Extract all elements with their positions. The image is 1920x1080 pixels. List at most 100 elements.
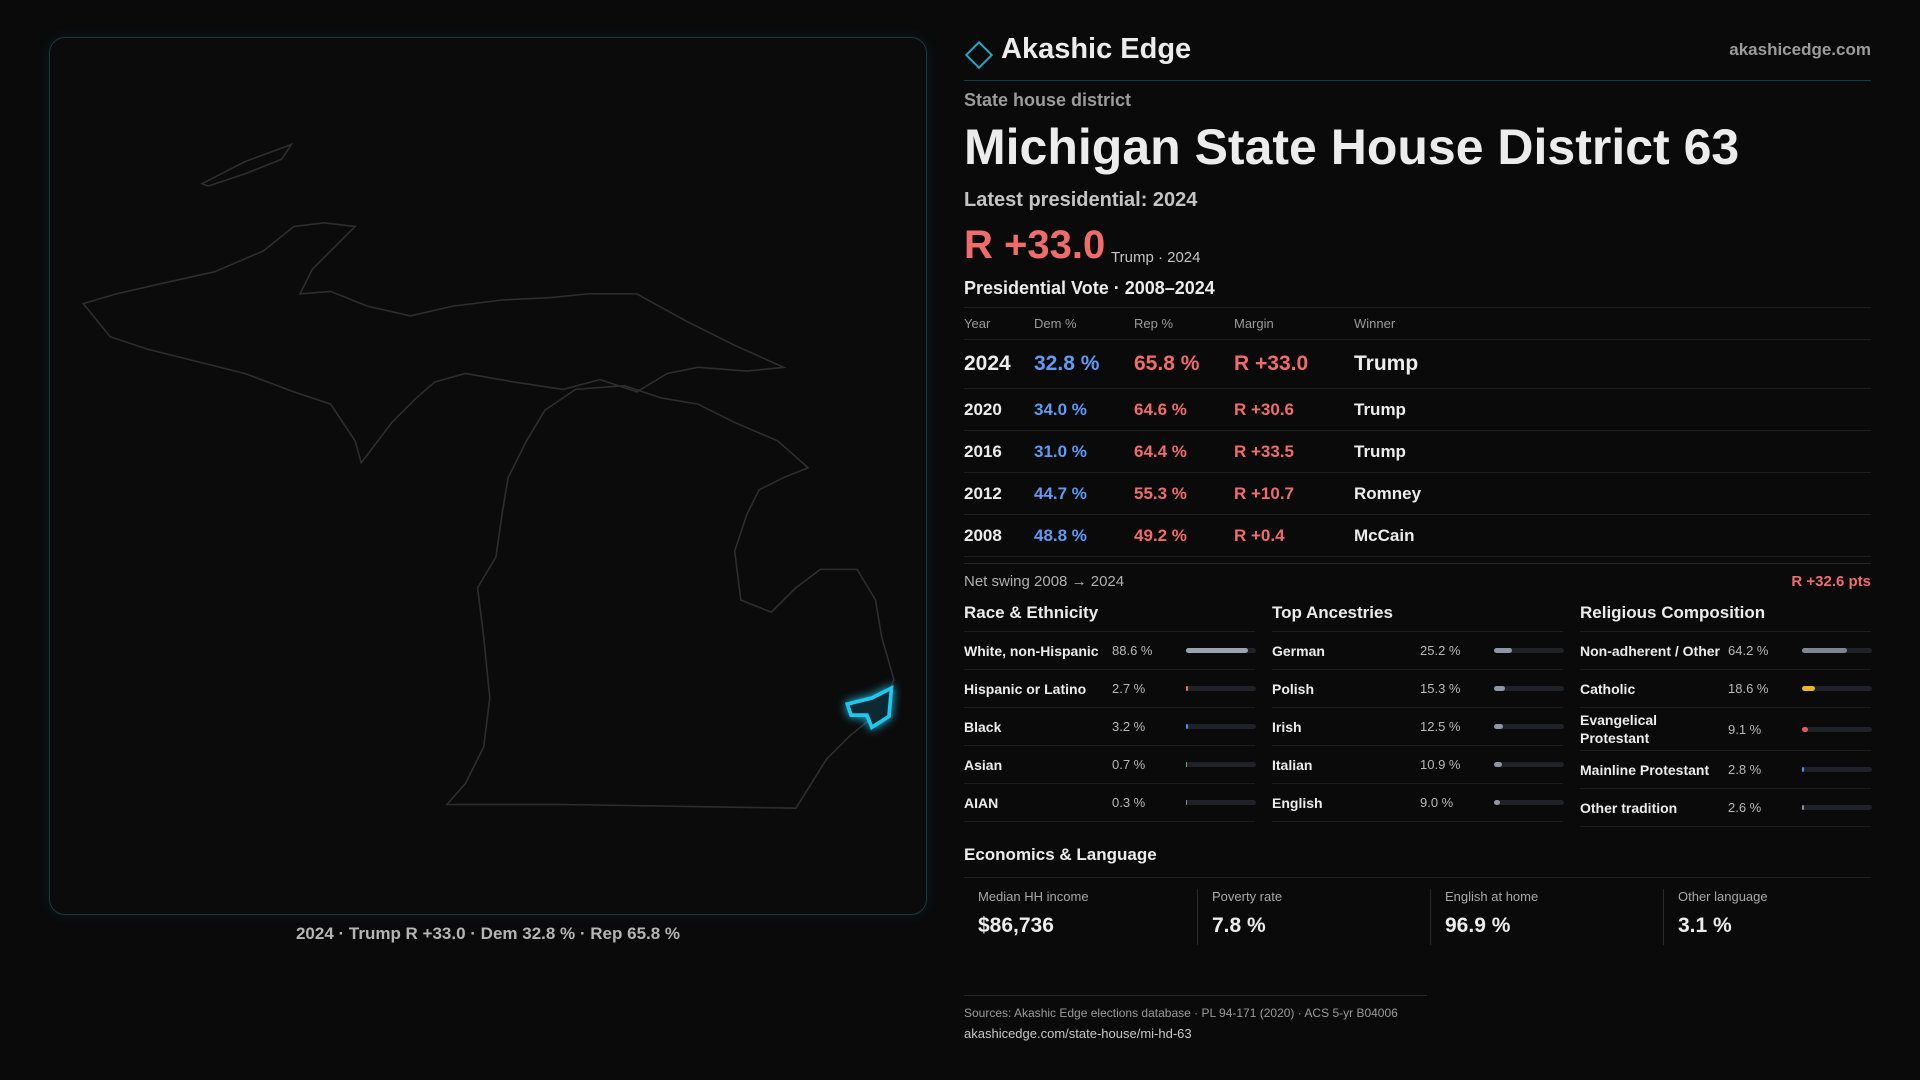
section-row: Mainline Protestant 2.8 % [1580, 751, 1872, 789]
row-label: Asian [964, 756, 1003, 773]
divider [964, 80, 1871, 81]
row-label: Irish [1272, 718, 1302, 735]
row-label: German [1272, 642, 1325, 659]
bar-track [1186, 800, 1256, 805]
table-cell: 2016 [964, 441, 1002, 461]
table-cell: R +33.0 [1234, 352, 1309, 375]
section-row: Catholic 18.6 % [1580, 670, 1872, 708]
header-cell: Year [964, 316, 991, 331]
swing-value: R +32.6 pts [1791, 573, 1871, 590]
bar-track [1494, 724, 1564, 729]
header-cell: Margin [1234, 316, 1274, 331]
row-label: Non-adherent / Other [1580, 642, 1721, 659]
section-row: Black 3.2 % [964, 708, 1256, 746]
table-cell: Trump [1354, 441, 1406, 461]
bar-track [1186, 648, 1256, 653]
section-row: Other tradition 2.6 % [1580, 789, 1872, 827]
bar [1802, 686, 1816, 691]
bar [1494, 686, 1505, 691]
bar-track [1494, 686, 1564, 691]
econ-card: English at home 96.9 % [1430, 889, 1663, 945]
section-row: Evangelical Protestant 9.1 % [1580, 708, 1872, 751]
table-cell: 55.3 % [1134, 483, 1187, 503]
row-value: 9.1 % [1728, 721, 1762, 737]
row-value: 2.8 % [1728, 762, 1762, 777]
row-value: 25.2 % [1420, 643, 1461, 658]
section-row: AIAN 0.3 % [964, 784, 1256, 822]
row-label: White, non-Hispanic [964, 642, 1099, 659]
econ-value: 7.8 % [1212, 914, 1266, 937]
header-cell: Winner [1354, 316, 1396, 331]
bar [1494, 800, 1501, 805]
header-cell: Rep % [1134, 316, 1174, 331]
table-cell: Trump [1354, 399, 1406, 419]
section: Religious Composition Non-adherent / Othe… [1580, 600, 1872, 827]
brand-icon [964, 40, 994, 70]
bar [1802, 805, 1804, 810]
row-label: Polish [1272, 680, 1315, 697]
table-cell: 65.8 % [1134, 352, 1200, 375]
table-row: 2008 48.8 % 49.2 % R +0.4 McCain [964, 515, 1871, 557]
bar [1186, 686, 1188, 691]
table-cell: McCain [1354, 525, 1415, 545]
section: Top Ancestries German 25.2 % Polish 15.3 % Ir… [1272, 600, 1564, 822]
row-value: 0.3 % [1112, 795, 1146, 810]
bar [1494, 648, 1512, 653]
bar-track [1802, 805, 1872, 810]
table-cell: 2008 [964, 525, 1002, 545]
table-cell: 34.0 % [1034, 399, 1087, 419]
bar-track [1802, 648, 1872, 653]
url: akashicedge.com/state-house/mi-hd-63 [964, 1026, 1192, 1041]
row-label: AIAN [964, 794, 999, 811]
section-row: Non-adherent / Other 64.2 % [1580, 632, 1872, 670]
table-cell: Trump [1354, 352, 1419, 375]
bar [1802, 648, 1847, 653]
bar-track [1186, 762, 1256, 767]
table-header: Year Dem % Rep % Margin Winner [964, 308, 1871, 340]
table-cell: 31.0 % [1034, 441, 1087, 461]
bar [1494, 724, 1503, 729]
row-value: 9.0 % [1420, 795, 1454, 810]
table-cell: R +0.4 [1234, 525, 1285, 545]
econ-card: Poverty rate 7.8 % [1197, 889, 1430, 945]
section-row: Irish 12.5 % [1272, 708, 1564, 746]
row-label: Hispanic or Latino [964, 680, 1087, 697]
row-label: Italian [1272, 756, 1313, 773]
divider [964, 995, 1427, 996]
row-value: 2.7 % [1112, 681, 1146, 696]
row-label: Mainline Protestant [1580, 761, 1710, 778]
econ-card: Other language 3.1 % [1663, 889, 1896, 945]
site: akashicedge.com [1729, 40, 1871, 59]
econ-label: Median HH income [978, 889, 1089, 904]
table-cell: 2012 [964, 483, 1002, 503]
table-row: 2016 31.0 % 64.4 % R +33.5 Trump [964, 431, 1871, 473]
section-title: Race & Ethnicity [964, 600, 1255, 632]
row-label: Evangelical Protestant [1580, 712, 1658, 746]
table-row: 2020 34.0 % 64.6 % R +30.6 Trump [964, 389, 1871, 431]
kicker: State house district [964, 90, 1132, 110]
bar-track [1802, 686, 1872, 691]
title: Michigan State House District 63 [964, 119, 1740, 175]
table-cell: 64.4 % [1134, 441, 1187, 461]
econ-label: Poverty rate [1212, 889, 1283, 904]
divider [964, 563, 1871, 564]
bar-track [1802, 726, 1872, 732]
econ-value: $86,736 [978, 914, 1054, 937]
row-label: Black [964, 718, 1002, 735]
row-label: Other tradition [1580, 799, 1678, 816]
bar [1802, 726, 1809, 732]
row-value: 15.3 % [1420, 681, 1461, 696]
section-row: Italian 10.9 % [1272, 746, 1564, 784]
row-value: 12.5 % [1420, 719, 1461, 734]
table-cell: 2020 [964, 399, 1002, 419]
bar-track [1186, 686, 1256, 691]
econ-value: 3.1 % [1678, 914, 1732, 937]
section-title: Top Ancestries [1272, 600, 1563, 632]
swing-label: Net swing 2008 → 2024 [964, 573, 1125, 590]
section-row: English 9.0 % [1272, 784, 1564, 822]
bar [1494, 762, 1502, 767]
table-cell: R +10.7 [1234, 483, 1295, 503]
bar [1186, 724, 1189, 729]
table-cell: 64.6 % [1134, 399, 1187, 419]
econ-title: Economics & Language [964, 845, 1871, 878]
